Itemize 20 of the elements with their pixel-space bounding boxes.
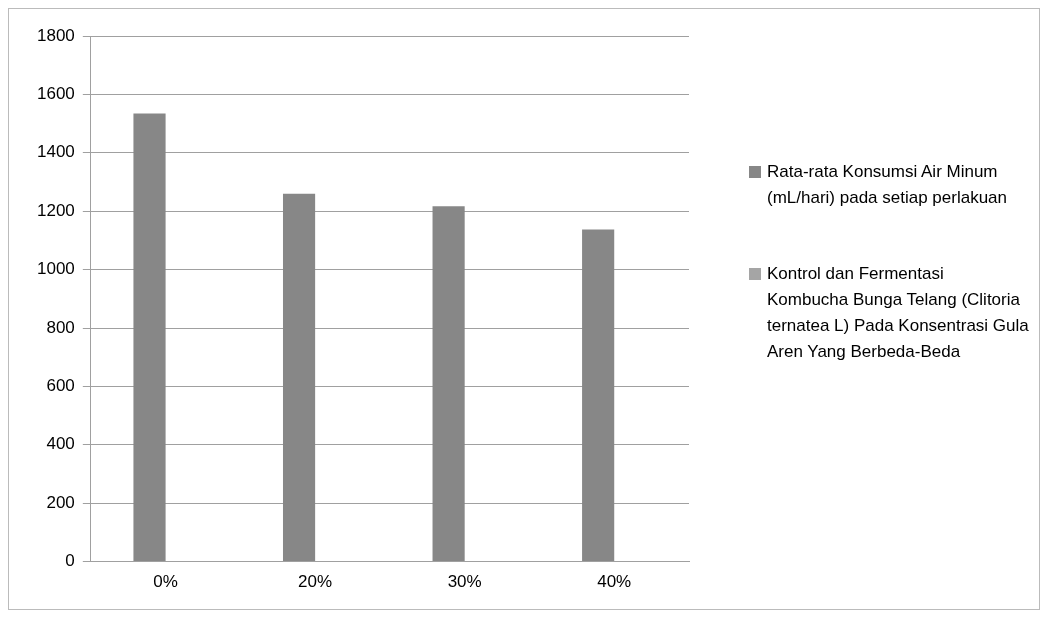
y-tick-label: 1000	[36, 259, 75, 279]
y-tick-label: 0	[65, 551, 75, 571]
bar	[432, 206, 465, 562]
x-tick-label: 40%	[597, 572, 632, 592]
y-tick-label: 600	[46, 376, 75, 396]
y-tick-label: 1600	[36, 84, 75, 104]
y-tick-label: 200	[46, 492, 75, 512]
bar	[582, 229, 615, 562]
y-tick-label: 1800	[36, 25, 75, 45]
bar	[133, 113, 166, 562]
legend-label: Rata-rata Konsumsi Air Minum (mL/hari) pada setiap perlakuan	[767, 161, 1009, 209]
x-tick-label: 30%	[447, 572, 482, 592]
x-tick-label: 20%	[298, 572, 333, 592]
y-tick-label: 800	[46, 317, 75, 337]
legend-label: Kontrol dan Fermentasi Kombucha Bunga Telang (Clitoria ternatea L) Pada Konsentrasi Gula Aren Yang Berbeda-Beda	[767, 263, 1029, 363]
y-tick-label: 1200	[36, 200, 75, 220]
x-tick-label: 0%	[153, 572, 178, 592]
bar	[282, 193, 316, 562]
y-tick-label: 400	[46, 434, 75, 454]
y-tick-label: 1400	[36, 142, 75, 162]
